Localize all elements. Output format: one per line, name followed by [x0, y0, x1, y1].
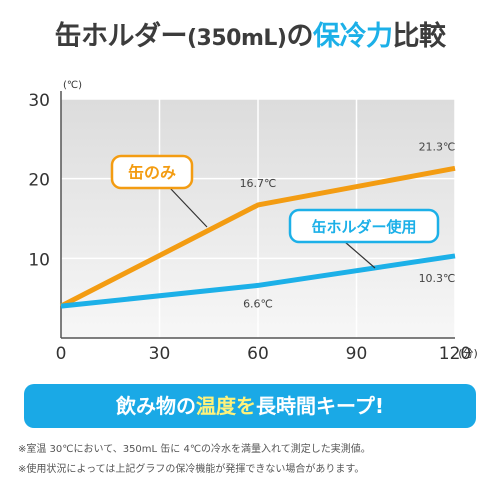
- title-main: 缶ホルダー: [54, 21, 188, 52]
- footnote-2: ※使用状況によっては上記グラフの保冷機能が発揮できない場合があります。: [18, 464, 365, 475]
- x-axis-unit: (分): [458, 347, 478, 360]
- footnotes: ※室温 30℃において、350mL 缶に 4℃の冷水を満量入れて測定した実測値。…: [18, 440, 488, 480]
- x-tick-label: 60: [247, 344, 269, 364]
- promo-banner: 飲み物の温度を長時間キープ!: [24, 384, 476, 428]
- title-particle: の: [286, 21, 313, 52]
- series-line-2: [60, 253, 456, 309]
- title-highlight: 保冷力: [312, 21, 393, 52]
- series-lines: [59, 165, 456, 309]
- callout-pointer-2: [344, 241, 376, 269]
- x-tick-label: 30: [149, 344, 171, 364]
- data-labels: 16.7℃ 21.3℃ 6.6℃ 10.3℃: [240, 140, 456, 310]
- x-tick-label: 120: [439, 344, 471, 364]
- data-label: 10.3℃: [419, 272, 456, 285]
- banner-text-1: 飲み物の: [116, 394, 197, 418]
- y-tick-label: 20: [28, 171, 50, 191]
- y-axis-unit: (℃): [63, 80, 82, 91]
- callout-box-2: [288, 208, 440, 244]
- x-tick-label: 90: [346, 344, 368, 364]
- x-tick-label: 0: [56, 344, 67, 364]
- footnote-1: ※室温 30℃において、350mL 缶に 4℃の冷水を満量入れて測定した実測値。: [18, 444, 371, 455]
- page-title: 缶ホルダー(350mL)の保冷力比較: [0, 14, 500, 53]
- title-volume: (350mL): [187, 26, 287, 51]
- temperature-chart: 10 20 30 0 30 60 90 120 (℃) (分) 16.7℃ 21.3℃ 6.6℃ 10.…: [28, 80, 477, 364]
- callout-label-1: 缶のみ: [128, 163, 176, 182]
- callout-pointer-1: [169, 187, 208, 228]
- data-label: 6.6℃: [243, 297, 273, 310]
- callout-label-2: 缶ホルダー使用: [311, 218, 416, 236]
- title-end: 比較: [392, 21, 446, 52]
- series-line-1: [59, 165, 456, 309]
- banner-highlight: 温度を: [196, 394, 257, 418]
- data-label: 21.3℃: [419, 140, 456, 153]
- data-label: 16.7℃: [240, 177, 277, 190]
- axes: 10 20 30 0 30 60 90 120 (℃) (分): [28, 80, 477, 364]
- y-tick-label: 30: [28, 91, 50, 111]
- banner-text-2: 長時間キープ!: [256, 394, 384, 418]
- y-tick-label: 10: [28, 250, 50, 270]
- callout-box-1: [110, 154, 194, 190]
